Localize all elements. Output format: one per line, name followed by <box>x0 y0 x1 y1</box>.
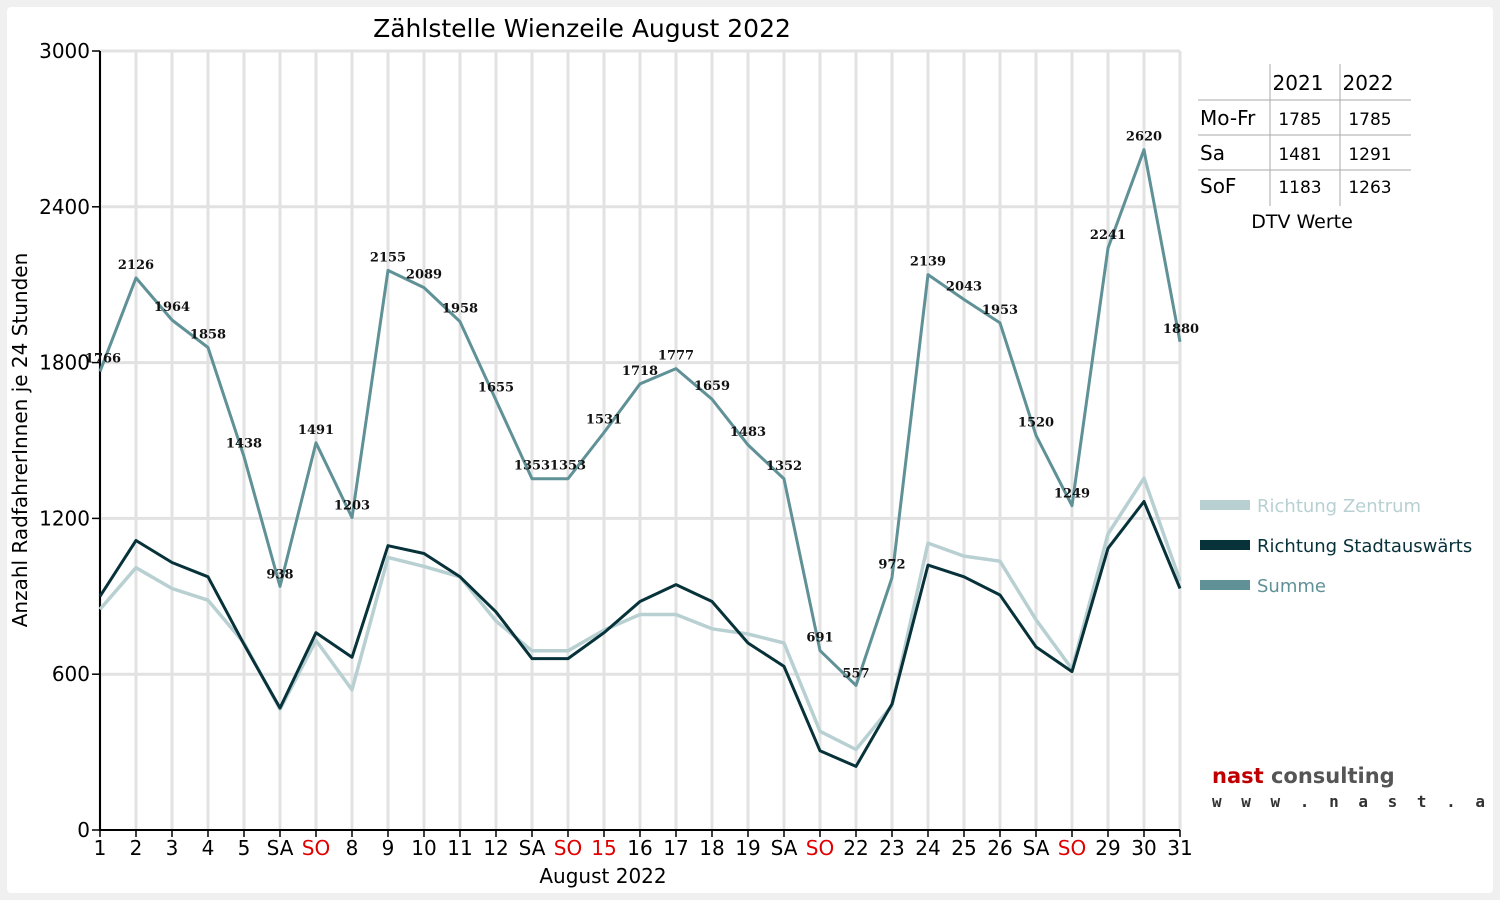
x-tick-label: SA <box>519 836 546 860</box>
y-axis-label: Anzahl RadfahrerInnen je 24 Stunden <box>8 253 32 628</box>
data-label: 1880 <box>1163 322 1199 337</box>
x-tick-label: 22 <box>843 836 868 860</box>
y-tick-label: 2400 <box>39 195 90 219</box>
logo-brand-first: nast <box>1212 764 1264 788</box>
data-label: 1353 <box>514 459 550 474</box>
x-tick-label: 30 <box>1131 836 1156 860</box>
x-tick-label: 10 <box>411 836 436 860</box>
x-tick-label: SA <box>771 836 798 860</box>
logo-brand: nast consulting <box>1212 764 1395 788</box>
data-label: 2126 <box>118 258 154 273</box>
x-tick-label: SA <box>1023 836 1050 860</box>
dtv-header-2022: 2022 <box>1343 71 1394 95</box>
x-tick-label: SO <box>806 836 834 860</box>
x-tick-label: 11 <box>447 836 472 860</box>
dtv-row-label: SoF <box>1200 174 1236 198</box>
data-label: 557 <box>842 666 869 681</box>
x-axis-label: August 2022 <box>539 864 666 888</box>
x-tick-label: SO <box>1058 836 1086 860</box>
dtv-value-2022: 1291 <box>1348 145 1391 165</box>
x-tick-label: 3 <box>166 836 179 860</box>
data-label: 2089 <box>406 268 442 283</box>
data-label: 1438 <box>226 437 262 452</box>
x-tick-label: SO <box>554 836 582 860</box>
x-tick-label: 24 <box>915 836 940 860</box>
dtv-row-label: Mo-Fr <box>1200 106 1256 130</box>
data-label: 972 <box>878 558 905 573</box>
x-tick-label: 17 <box>663 836 688 860</box>
x-tick-label: 16 <box>627 836 652 860</box>
y-tick-label: 0 <box>77 818 90 842</box>
data-label: 1203 <box>334 499 370 514</box>
data-label: 2139 <box>910 255 946 270</box>
data-label: 1858 <box>190 328 226 343</box>
x-tick-label: 15 <box>591 836 616 860</box>
legend-swatch-2 <box>1200 540 1250 550</box>
legend-label-3: Summe <box>1257 576 1326 597</box>
dtv-header-2021: 2021 <box>1273 71 1324 95</box>
data-label: 2620 <box>1126 130 1162 145</box>
x-tick-label: SA <box>267 836 294 860</box>
x-tick-label: 19 <box>735 836 760 860</box>
x-tick-label: 23 <box>879 836 904 860</box>
y-tick-label: 3000 <box>39 39 90 63</box>
x-tick-label: 29 <box>1095 836 1120 860</box>
series-line-3 <box>98 148 1182 687</box>
x-tick-label: 12 <box>483 836 508 860</box>
data-label: 1352 <box>766 459 802 474</box>
data-label: 1483 <box>730 425 766 440</box>
data-label: 1718 <box>622 364 658 379</box>
data-label: 1531 <box>586 412 622 427</box>
y-tick-label: 1200 <box>39 506 90 530</box>
x-tick-label: 9 <box>382 836 395 860</box>
x-tick-label: 26 <box>987 836 1012 860</box>
data-label: 1766 <box>85 351 121 366</box>
series-line-2 <box>98 500 1182 768</box>
data-label: 938 <box>266 567 293 582</box>
data-label: 2043 <box>946 280 982 295</box>
y-tick-label: 1800 <box>39 351 90 375</box>
chart-title: Zählstelle Wienzeile August 2022 <box>373 14 791 43</box>
x-tick-label: 4 <box>202 836 215 860</box>
data-label: 691 <box>806 631 833 646</box>
dtv-value-2022: 1785 <box>1348 110 1391 130</box>
legend-label-1: Richtung Zentrum <box>1257 496 1421 517</box>
dtv-value-2021: 1481 <box>1278 145 1321 165</box>
x-tick-label: 5 <box>238 836 251 860</box>
logo-brand-rest: consulting <box>1263 764 1395 788</box>
y-tick-label: 600 <box>52 662 90 686</box>
legend-label-2: Richtung Stadtauswärts <box>1257 536 1472 557</box>
data-label: 2241 <box>1090 228 1126 243</box>
data-label: 1353 <box>550 459 586 474</box>
data-label: 1249 <box>1054 487 1090 502</box>
x-tick-label: 2 <box>130 836 143 860</box>
data-label: 1655 <box>478 380 514 395</box>
data-label: 2155 <box>370 250 406 265</box>
chart-panel <box>7 7 1493 893</box>
data-label: 1777 <box>658 349 694 364</box>
data-label: 1964 <box>154 300 190 315</box>
dtv-value-2021: 1785 <box>1278 110 1321 130</box>
logo-url: w w w . n a s t . a t <box>1212 792 1500 811</box>
x-tick-label: 1 <box>94 836 107 860</box>
x-tick-label: 18 <box>699 836 724 860</box>
data-label: 1491 <box>298 423 334 438</box>
x-tick-label: 25 <box>951 836 976 860</box>
data-label: 1958 <box>442 302 478 317</box>
legend-swatch-3 <box>1200 580 1250 590</box>
dtv-value-2022: 1263 <box>1348 178 1391 198</box>
dtv-value-2021: 1183 <box>1278 178 1321 198</box>
dtv-caption: DTV Werte <box>1251 211 1353 233</box>
dtv-row-label: Sa <box>1200 141 1225 165</box>
x-tick-label: SO <box>302 836 330 860</box>
x-tick-label: 8 <box>346 836 359 860</box>
data-label: 1520 <box>1018 415 1054 430</box>
legend-swatch-1 <box>1200 500 1250 510</box>
data-label: 1659 <box>694 379 730 394</box>
nast-consulting-logo: nast consulting w w w . n a s t . a t <box>1200 750 1500 825</box>
x-tick-label: 31 <box>1167 836 1192 860</box>
data-label: 1953 <box>982 303 1018 318</box>
